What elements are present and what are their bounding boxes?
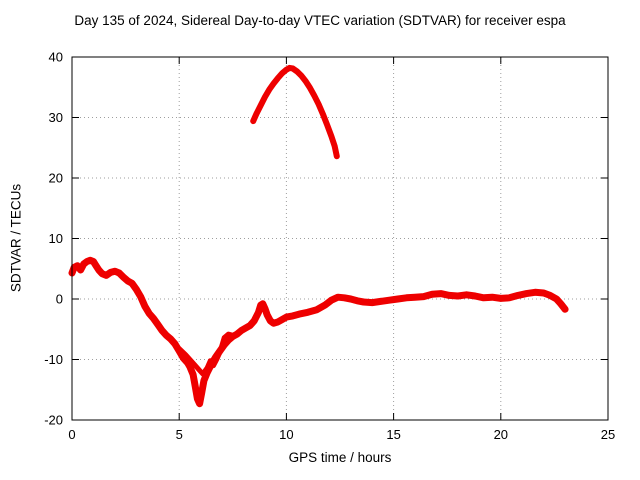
series-branch-trace	[176, 331, 236, 377]
y-tick-label: 40	[49, 50, 63, 65]
y-tick-label: -10	[44, 352, 63, 367]
y-tick-label: 30	[49, 110, 63, 125]
x-tick-label: 10	[279, 427, 293, 442]
x-tick-label: 5	[176, 427, 183, 442]
y-tick-label: 10	[49, 231, 63, 246]
series-main-trace	[68, 256, 569, 408]
x-tick-label: 0	[68, 427, 75, 442]
chart-title: Day 135 of 2024, Sidereal Day-to-day VTE…	[74, 13, 566, 28]
y-tick-label: 0	[56, 292, 63, 307]
x-tick-label: 25	[601, 427, 615, 442]
x-tick-label: 20	[494, 427, 508, 442]
x-axis-label: GPS time / hours	[288, 450, 392, 465]
y-tick-label: -20	[44, 413, 63, 428]
y-tick-label: 20	[49, 171, 63, 186]
series-high-arc	[250, 64, 340, 160]
x-tick-label: 15	[386, 427, 400, 442]
